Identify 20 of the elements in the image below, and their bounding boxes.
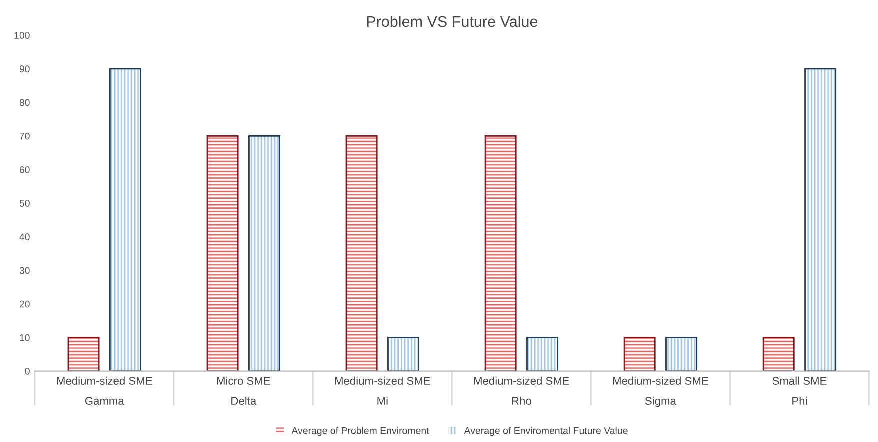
y-tick-label: 20 <box>20 300 30 308</box>
y-tick-label: 100 <box>14 32 30 39</box>
x-tick-label: Medium-sized SME Mi <box>335 376 430 405</box>
y-tick-label: 90 <box>20 66 30 73</box>
chart-title: Problem VS Future Value <box>367 16 538 28</box>
y-tick-label: 80 <box>20 99 30 106</box>
legend-label: Average of Problem Enviroment <box>292 427 430 436</box>
y-tick-label: 70 <box>20 132 30 140</box>
x-tick-label: Medium-sized SME Sigma <box>613 376 708 408</box>
legend-label: Average of Enviromental Future Value <box>464 427 628 436</box>
x-tick-label: Micro SME Delta <box>217 376 270 406</box>
x-tick-label: Medium-sized SME Rho <box>474 376 570 406</box>
y-tick-label: 50 <box>20 200 30 207</box>
y-tick-label: 40 <box>20 234 30 241</box>
y-tick-label: 30 <box>20 267 30 274</box>
y-tick-label: 0 <box>25 368 30 375</box>
y-tick-label: 10 <box>20 334 30 342</box>
x-tick-label: Small SME Phi <box>772 376 827 405</box>
y-tick-label: 60 <box>20 166 30 174</box>
x-tick-label: Medium-sized SME Gamma <box>57 376 152 406</box>
